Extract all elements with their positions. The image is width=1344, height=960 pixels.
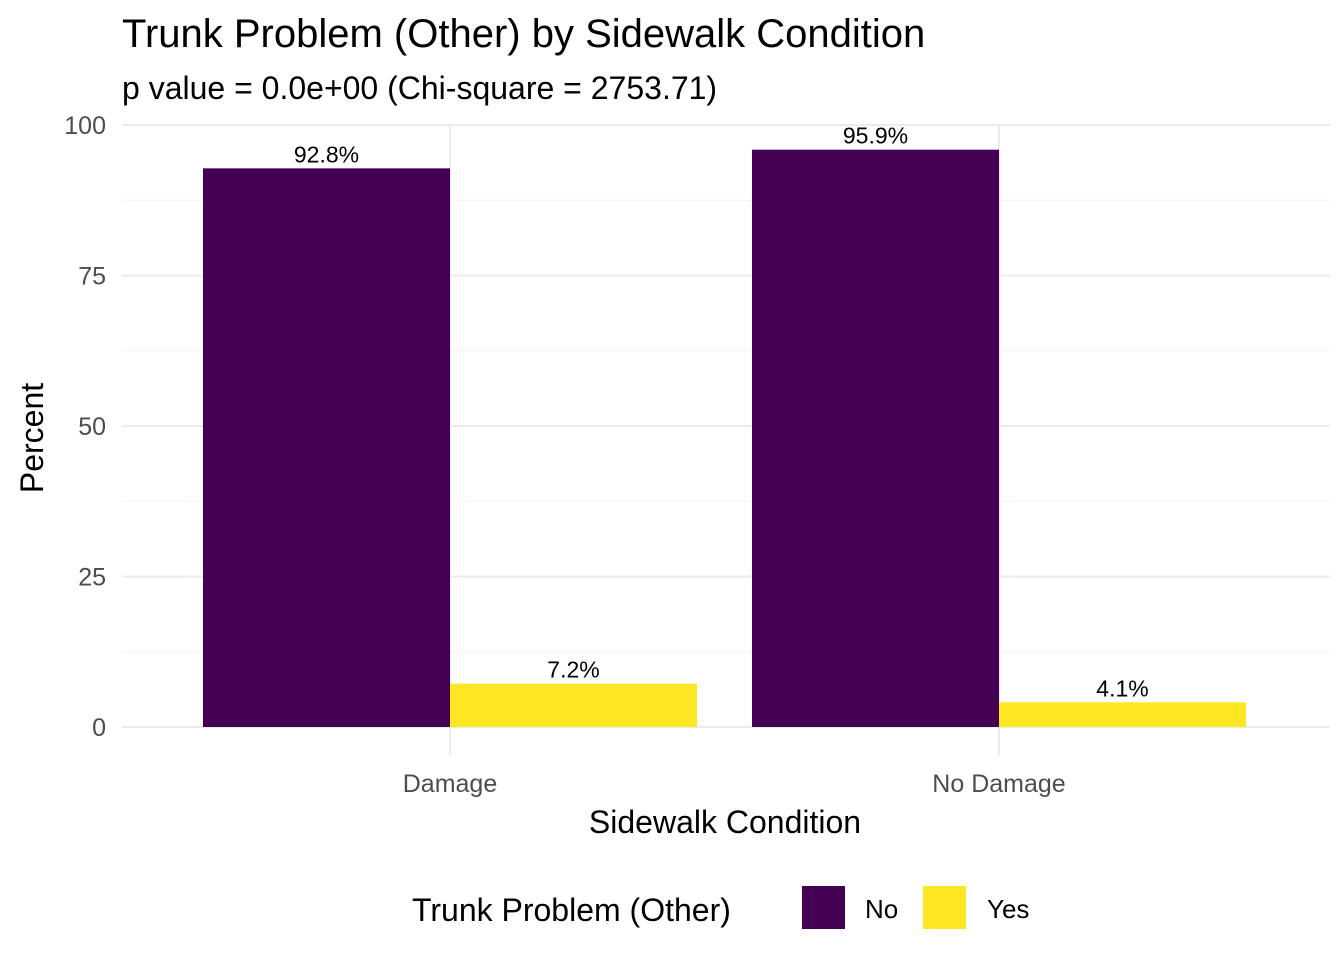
- x-tick-label: No Damage: [932, 770, 1065, 798]
- legend-swatch-no: [802, 886, 845, 929]
- y-tick-label: 25: [78, 564, 106, 592]
- y-axis-title: Percent: [14, 383, 50, 493]
- bar-yes-no-damage: [999, 702, 1246, 727]
- data-label: 7.2%: [547, 657, 599, 683]
- data-label: 95.9%: [843, 123, 908, 149]
- y-tick-label: 50: [78, 413, 106, 441]
- bars: [203, 149, 1246, 727]
- legend-swatch-yes: [923, 886, 966, 929]
- bar-no-no-damage: [752, 149, 999, 727]
- legend-label-yes: Yes: [987, 894, 1029, 924]
- y-tick-label: 75: [78, 263, 106, 291]
- chart-title: Trunk Problem (Other) by Sidewalk Condit…: [122, 12, 925, 56]
- legend: Trunk Problem (Other) No Yes: [412, 886, 1029, 929]
- y-tick-label: 100: [64, 112, 106, 140]
- legend-label-no: No: [865, 894, 898, 924]
- x-tick-label: Damage: [403, 770, 498, 798]
- data-label: 4.1%: [1096, 675, 1148, 701]
- y-axis-ticks: 0 25 50 75 100: [64, 112, 106, 742]
- bar-yes-damage: [450, 683, 697, 727]
- legend-title: Trunk Problem (Other): [412, 892, 731, 928]
- data-label: 92.8%: [294, 141, 359, 167]
- chart-subtitle: p value = 0.0e+00 (Chi-square = 2753.71): [122, 70, 717, 106]
- x-axis-ticks: Damage No Damage: [403, 770, 1066, 798]
- data-labels: 92.8% 7.2% 95.9% 4.1%: [294, 123, 1149, 702]
- bar-no-damage: [203, 168, 450, 727]
- y-tick-label: 0: [92, 714, 106, 742]
- x-axis-title: Sidewalk Condition: [589, 804, 861, 840]
